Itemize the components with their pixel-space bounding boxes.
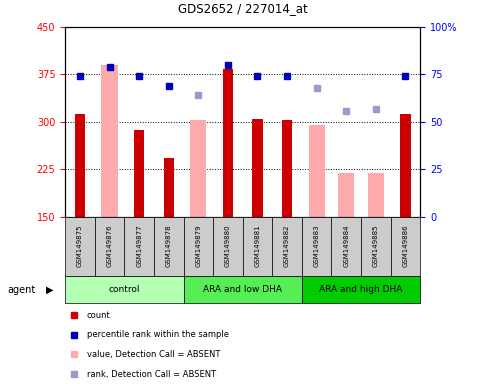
- Bar: [65, 276, 184, 303]
- Text: count: count: [86, 311, 110, 319]
- Text: GSM149876: GSM149876: [107, 224, 113, 267]
- Text: agent: agent: [7, 285, 35, 295]
- Bar: [125, 217, 154, 276]
- Text: rank, Detection Call = ABSENT: rank, Detection Call = ABSENT: [86, 370, 215, 379]
- Bar: [302, 276, 420, 303]
- Bar: [309, 125, 325, 217]
- Text: ARA and low DHA: ARA and low DHA: [203, 285, 282, 295]
- Bar: [223, 70, 233, 217]
- Bar: [361, 217, 391, 276]
- Bar: [391, 217, 420, 276]
- Text: value, Detection Call = ABSENT: value, Detection Call = ABSENT: [86, 350, 220, 359]
- Text: GSM149882: GSM149882: [284, 224, 290, 267]
- Text: GSM149880: GSM149880: [225, 224, 231, 267]
- Bar: [101, 65, 118, 217]
- Text: GSM149886: GSM149886: [402, 224, 409, 267]
- Text: GSM149877: GSM149877: [136, 224, 142, 267]
- Text: percentile rank within the sample: percentile rank within the sample: [86, 330, 228, 339]
- Bar: [213, 217, 242, 276]
- Bar: [184, 276, 302, 303]
- Text: GSM149881: GSM149881: [255, 224, 260, 267]
- Bar: [184, 217, 213, 276]
- Bar: [65, 217, 95, 276]
- Bar: [282, 120, 292, 217]
- Text: GSM149878: GSM149878: [166, 224, 172, 267]
- Bar: [368, 173, 384, 217]
- Bar: [272, 217, 302, 276]
- Text: ▶: ▶: [46, 285, 54, 295]
- Text: control: control: [109, 285, 140, 295]
- Bar: [331, 217, 361, 276]
- Bar: [252, 119, 263, 217]
- Text: GSM149885: GSM149885: [373, 224, 379, 267]
- Text: GSM149884: GSM149884: [343, 224, 349, 267]
- Bar: [190, 120, 206, 217]
- Text: GSM149875: GSM149875: [77, 224, 83, 267]
- Bar: [134, 130, 144, 217]
- Bar: [302, 217, 331, 276]
- Bar: [164, 158, 174, 217]
- Bar: [75, 114, 85, 217]
- Text: GDS2652 / 227014_at: GDS2652 / 227014_at: [178, 2, 308, 15]
- Text: GSM149879: GSM149879: [195, 224, 201, 267]
- Bar: [400, 114, 411, 217]
- Bar: [154, 217, 184, 276]
- Bar: [242, 217, 272, 276]
- Bar: [338, 173, 355, 217]
- Text: GSM149883: GSM149883: [313, 224, 320, 267]
- Bar: [95, 217, 125, 276]
- Text: ARA and high DHA: ARA and high DHA: [319, 285, 403, 295]
